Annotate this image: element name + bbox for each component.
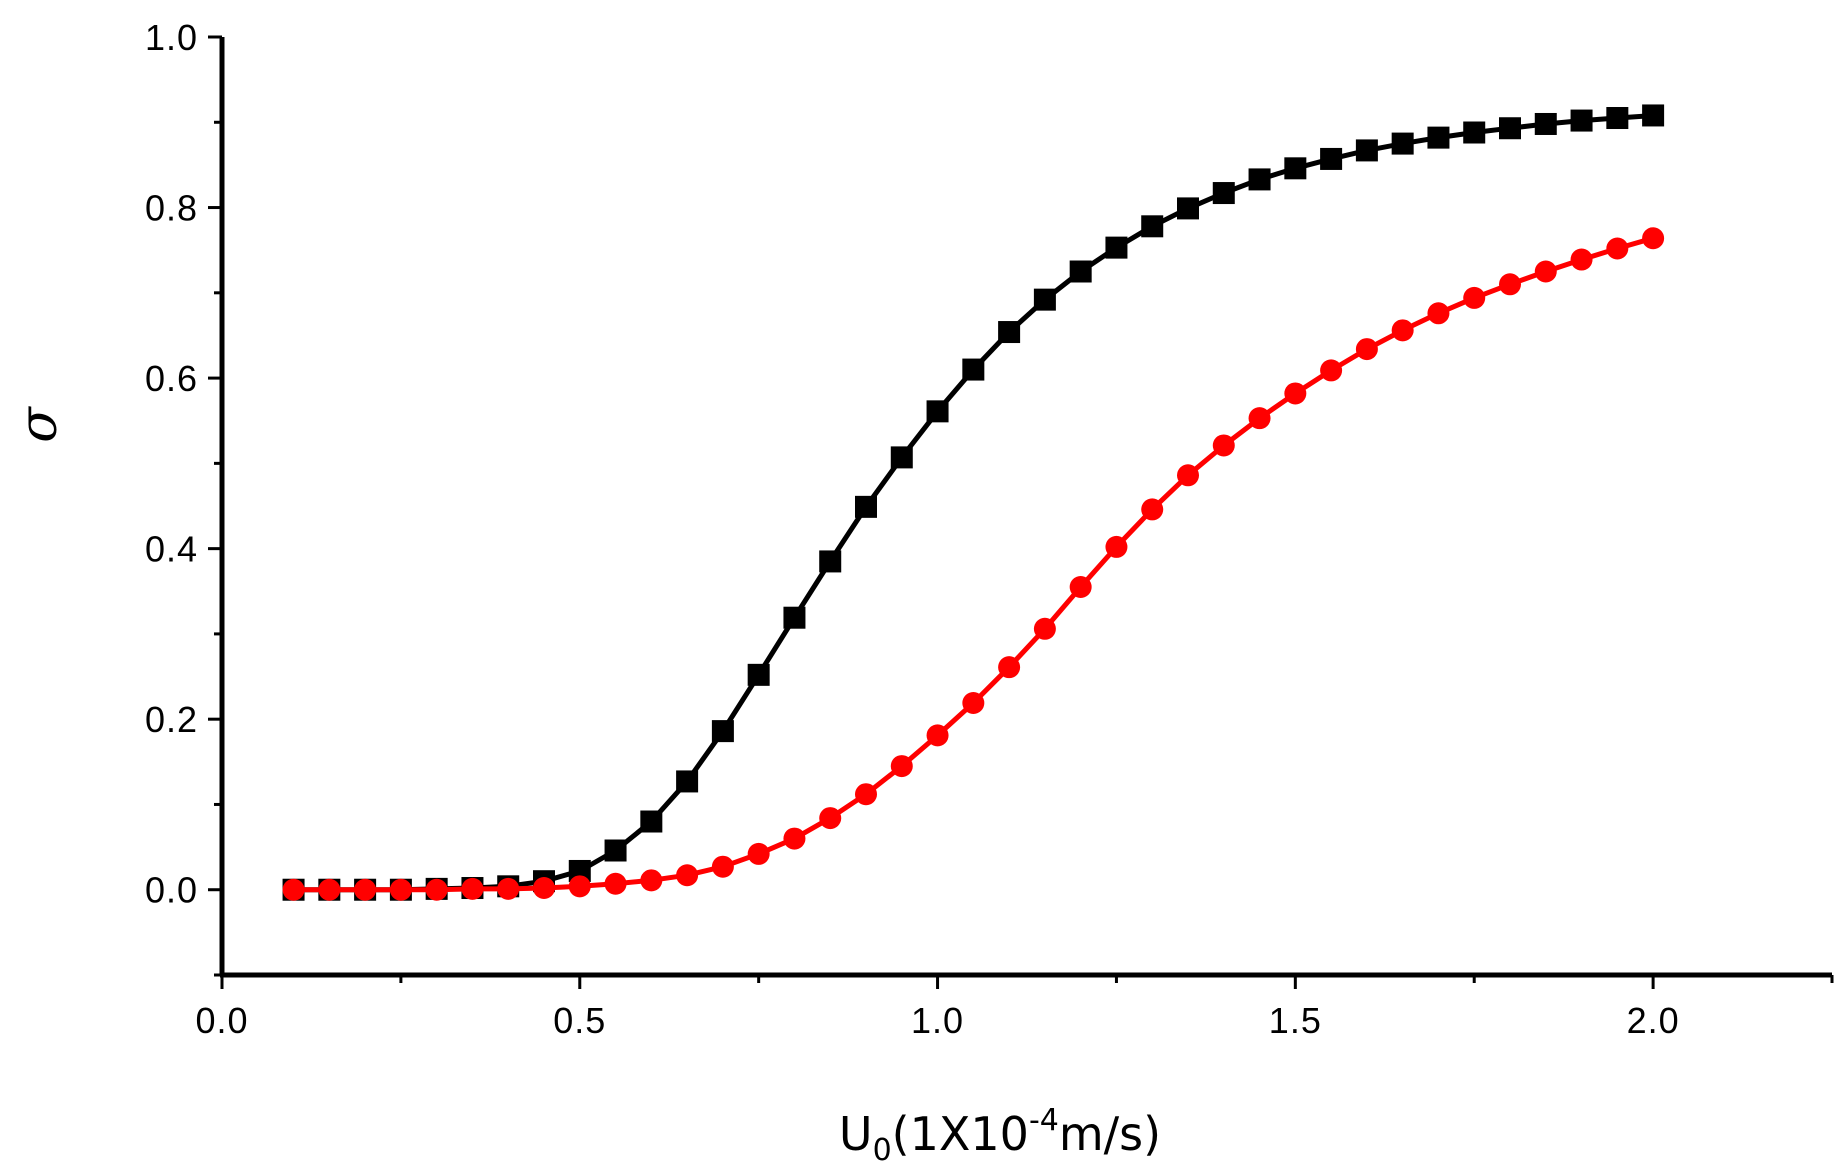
data-point — [1570, 248, 1593, 271]
data-point — [1606, 107, 1629, 130]
data-point — [855, 783, 877, 806]
data-point — [819, 550, 842, 573]
data-point — [998, 321, 1021, 344]
x-axis-title-post: m/s) — [1059, 1107, 1161, 1161]
data-point — [318, 878, 341, 901]
data-point — [1069, 260, 1092, 283]
data-point — [1248, 168, 1271, 191]
data-point — [747, 842, 770, 865]
data-point — [354, 878, 377, 901]
data-point — [640, 810, 663, 833]
data-point — [711, 720, 734, 743]
data-point — [676, 864, 699, 887]
data-point — [1642, 227, 1665, 250]
data-point — [926, 724, 949, 747]
data-point — [1463, 121, 1486, 144]
data-point — [783, 606, 806, 629]
data-point — [1284, 157, 1307, 180]
x-axis-title-sub: 0 — [873, 1133, 892, 1165]
x-tick-label: 0.0 — [195, 1000, 248, 1041]
data-point — [1105, 535, 1128, 558]
data-point — [1606, 237, 1629, 260]
x-tick-label: 1.0 — [911, 1000, 964, 1041]
data-point — [461, 877, 484, 900]
data-point — [533, 877, 555, 900]
data-point — [1463, 286, 1486, 309]
data-point — [783, 827, 806, 850]
data-point — [1212, 434, 1235, 457]
x-tick-label: 0.5 — [553, 1000, 606, 1041]
axes — [208, 35, 1834, 989]
data-point — [389, 878, 412, 901]
data-point — [282, 878, 305, 901]
series-layer — [282, 104, 1665, 901]
data-point — [1427, 302, 1450, 325]
data-point — [890, 446, 913, 469]
data-point — [926, 400, 949, 423]
data-point — [1570, 109, 1593, 132]
y-tick-label: 0.0 — [145, 870, 198, 911]
data-point — [962, 691, 985, 714]
data-point — [1427, 126, 1450, 149]
y-tick-label: 0.6 — [145, 358, 198, 399]
y-tick-label: 0.8 — [145, 188, 198, 229]
y-tick-label: 0.2 — [145, 699, 198, 740]
x-tick-label: 2.0 — [1627, 1000, 1680, 1041]
data-point — [855, 495, 877, 518]
data-point — [1499, 117, 1521, 140]
data-point — [819, 807, 842, 830]
data-point — [1284, 382, 1307, 405]
data-point — [1033, 617, 1056, 640]
data-point — [604, 872, 627, 895]
data-point — [962, 358, 985, 381]
data-point — [568, 875, 591, 898]
data-point — [747, 663, 770, 686]
series-0 — [282, 104, 1665, 901]
data-point — [676, 770, 699, 793]
data-point — [998, 656, 1021, 679]
data-point — [640, 869, 663, 892]
y-tick-label: 1.0 — [145, 17, 198, 58]
data-point — [497, 877, 520, 900]
data-point — [1033, 288, 1056, 311]
data-point — [1141, 215, 1164, 238]
x-axis-title-pre: (1X10 — [892, 1107, 1029, 1161]
data-point — [1355, 338, 1378, 361]
x-tick-label: 1.5 — [1269, 1000, 1322, 1041]
data-point — [1177, 197, 1199, 220]
data-point — [1391, 319, 1414, 342]
data-point — [890, 755, 913, 778]
data-point — [568, 859, 591, 882]
data-point — [1320, 147, 1343, 170]
data-point — [1320, 359, 1343, 382]
series-line — [293, 235, 1654, 893]
y-tick-label: 0.4 — [145, 529, 198, 570]
series-line — [293, 113, 1654, 893]
data-point — [1105, 236, 1128, 259]
x-axis-title: U0(1X10-4m/s) — [839, 1103, 1161, 1165]
x-axis-title-sup: -4 — [1029, 1103, 1059, 1138]
data-point — [1355, 139, 1378, 162]
data-point — [1248, 407, 1271, 430]
data-point — [1642, 104, 1665, 127]
data-point — [1499, 273, 1521, 296]
data-point — [1212, 182, 1235, 205]
tick-labels: 0.0 0.5 1.0 1.5 2.0 0.0 0.2 0.4 0.6 0.8 1.0 — [145, 17, 1680, 1041]
x-axis-title-main: U — [839, 1107, 873, 1161]
data-point — [1391, 132, 1414, 155]
data-point — [1069, 576, 1092, 599]
series-1 — [282, 227, 1665, 901]
data-point — [1141, 498, 1164, 521]
data-point — [711, 855, 734, 878]
data-point — [1534, 112, 1557, 135]
data-point — [1177, 464, 1199, 487]
data-point — [1534, 260, 1557, 283]
y-axis-title: σ — [9, 406, 69, 443]
data-point — [604, 839, 627, 862]
data-point — [425, 878, 448, 901]
